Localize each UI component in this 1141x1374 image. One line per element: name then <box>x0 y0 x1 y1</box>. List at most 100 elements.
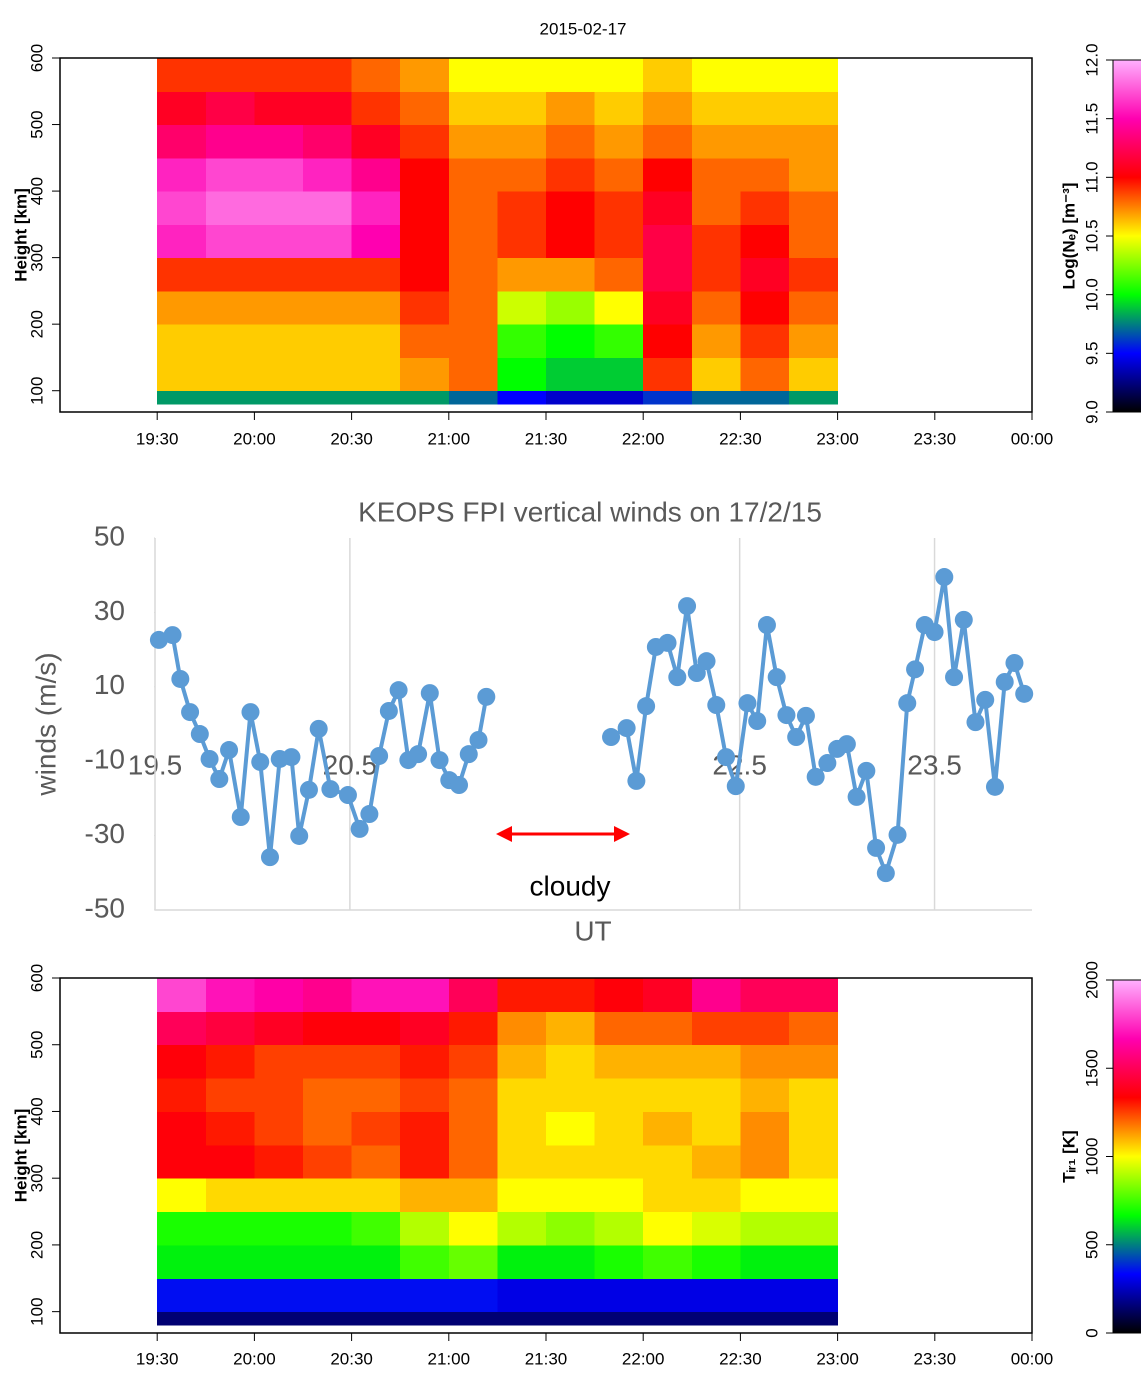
heatmap-cell <box>740 1111 790 1146</box>
heatmap-cell <box>351 357 401 392</box>
heatmap-cell <box>303 390 353 405</box>
heatmap-cell <box>205 124 255 159</box>
heatmap-cell <box>740 58 790 92</box>
heatmap-cell <box>157 1278 207 1313</box>
heatmap-cell <box>205 1044 255 1079</box>
heatmap-cell <box>643 1111 693 1146</box>
heatmap-cell <box>497 324 547 358</box>
x-tick-label: 00:00 <box>1011 1349 1054 1368</box>
heatmap-cell <box>351 1178 401 1213</box>
heatmap-cell <box>594 1178 644 1213</box>
cloudy-arrow <box>496 826 630 842</box>
heatmap-cell <box>691 124 741 159</box>
y-axis-label: winds (m/s) <box>30 652 61 796</box>
heatmap-cell <box>254 1011 304 1046</box>
data-point <box>767 668 786 687</box>
heatmap-cell <box>351 1011 401 1046</box>
heatmap-cell <box>497 390 547 405</box>
y-tick-label: 10 <box>94 669 125 700</box>
heatmap-cell <box>497 357 547 392</box>
heatmap-cell <box>254 1311 304 1326</box>
heatmap-cell <box>740 1278 790 1313</box>
y-tick-label: 600 <box>27 44 46 72</box>
heatmap-cell <box>789 58 839 92</box>
y-axis-label: Height [km] <box>11 1109 30 1203</box>
x-tick-label: 20:30 <box>330 1349 373 1368</box>
heatmap-cell <box>351 978 401 1012</box>
data-point <box>231 808 250 826</box>
heatmap-cell <box>789 257 839 292</box>
heatmap-cell <box>691 390 741 405</box>
heatmap-cell <box>497 157 547 192</box>
heatmap-cell <box>254 124 304 159</box>
heatmap-cell <box>157 1311 207 1326</box>
heatmap-cell <box>643 1044 693 1079</box>
y-tick-label: 500 <box>27 1031 46 1059</box>
data-point <box>787 728 806 747</box>
heatmap-cell <box>400 124 450 159</box>
heatmap-cell <box>643 191 693 225</box>
data-point <box>459 745 478 764</box>
data-point <box>857 761 876 780</box>
x-tick-label: 21:30 <box>525 429 568 448</box>
x-tick-label: 20:00 <box>233 429 276 448</box>
y-tick-label: 200 <box>27 1231 46 1259</box>
data-point <box>867 838 886 857</box>
heatmap-cell <box>789 1111 839 1146</box>
colorbar-tick-label: 500 <box>1082 1231 1101 1259</box>
heatmap-cell <box>497 1111 547 1146</box>
heatmap-cell <box>691 1311 741 1326</box>
heatmap-cell <box>448 1144 498 1179</box>
heatmap-cell <box>400 1311 450 1326</box>
heatmap-cell <box>497 1011 547 1046</box>
heatmap-cell <box>303 1078 353 1112</box>
data-point <box>409 745 428 764</box>
data-point <box>748 712 767 731</box>
data-point <box>309 719 328 738</box>
data-point <box>738 694 757 713</box>
heatmap-cell <box>497 257 547 292</box>
heatmap-cell <box>448 978 498 1012</box>
heatmap-cell <box>448 224 498 259</box>
heatmap-cell <box>546 1244 596 1279</box>
heatmap-cell <box>303 1211 353 1246</box>
heatmap-cell <box>303 1111 353 1146</box>
heatmap-cell <box>205 1078 255 1112</box>
heatmap-cell <box>400 324 450 358</box>
heatmap-cell <box>497 290 547 325</box>
data-point <box>837 735 856 754</box>
data-point <box>658 633 677 652</box>
data-point <box>602 728 621 747</box>
heatmap-cell <box>643 1178 693 1213</box>
heatmap-cell <box>546 257 596 292</box>
heatmap-cell <box>448 124 498 159</box>
heatmap-cell <box>448 91 498 126</box>
heatmap-cell <box>205 324 255 358</box>
heatmap-cell <box>691 58 741 92</box>
heatmap-cell <box>303 1178 353 1213</box>
heatmap-cell <box>448 1111 498 1146</box>
data-point <box>200 749 219 768</box>
y-tick-label: 400 <box>27 177 46 205</box>
heatmap-cell <box>205 978 255 1012</box>
heatmap-cell <box>643 257 693 292</box>
heatmap-cell <box>546 58 596 92</box>
x-tick-label: 22:00 <box>622 1349 665 1368</box>
heatmap-cell <box>691 1211 741 1246</box>
data-point <box>210 770 229 789</box>
heatmap-cell <box>789 1244 839 1279</box>
data-point <box>282 748 301 767</box>
heatmap-cell <box>691 1011 741 1046</box>
x-axis-label: UT <box>574 915 611 946</box>
heatmap-cell <box>205 1178 255 1213</box>
data-point <box>251 752 270 771</box>
heatmap-cell <box>691 1144 741 1179</box>
colorbar-label: Log(Nₑ) [m⁻³] <box>1059 183 1078 290</box>
heatmap-cell <box>546 1178 596 1213</box>
heatmap-cell <box>691 324 741 358</box>
heatmap-cell <box>351 58 401 92</box>
heatmap-cell <box>594 324 644 358</box>
heatmap-cell <box>205 390 255 405</box>
data-point <box>190 725 209 744</box>
